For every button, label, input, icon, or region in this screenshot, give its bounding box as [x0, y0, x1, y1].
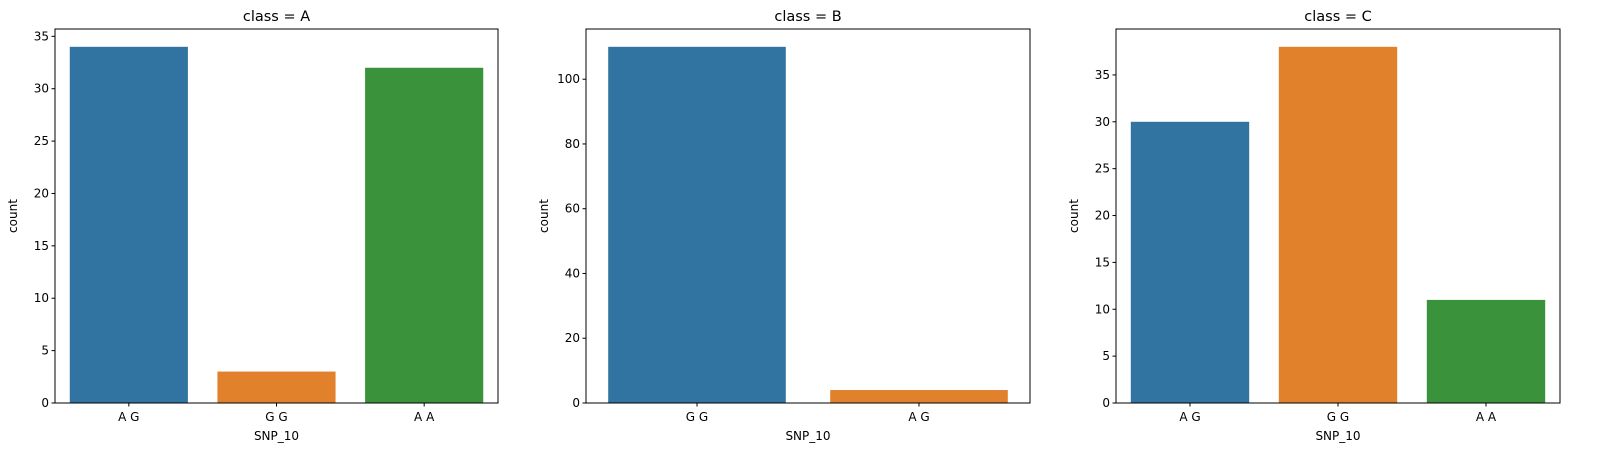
y-tick-label: 5	[41, 344, 49, 358]
y-tick-label: 15	[1095, 255, 1110, 269]
y-tick-label: 10	[1095, 302, 1110, 316]
y-tick-label: 20	[34, 186, 49, 200]
x-tick-label: G G	[686, 410, 708, 424]
axes-frame	[585, 28, 1031, 404]
y-tick-label: 30	[34, 82, 49, 96]
y-tick-label: 25	[34, 134, 49, 148]
subplot-class-b: 0 20 40 60 80 100 G G A G class = B SNP_10 count	[537, 9, 1031, 443]
y-axis-label: count	[6, 199, 20, 233]
bar-a-g	[69, 46, 188, 404]
bar-g-g	[217, 371, 336, 403]
y-tick-label: 5	[1102, 349, 1110, 363]
subplot-title: class = B	[774, 9, 841, 25]
y-tick-label: 35	[1095, 68, 1110, 82]
y-tick-label: 20	[565, 331, 580, 345]
y-tick-label: 25	[1095, 162, 1110, 176]
subplot-class-a: 0 5 10 15 20 25 30 35 A G G G A A class = A SNP_10 co…	[6, 9, 499, 443]
x-tick-label: A G	[1179, 410, 1200, 424]
y-tick-label: 60	[565, 202, 580, 216]
x-tick-label: A G	[908, 410, 929, 424]
x-tick-label: A A	[1476, 410, 1497, 424]
bar-g-g	[1278, 46, 1398, 404]
y-tick-label: 40	[565, 266, 580, 280]
bar-a-g	[1130, 121, 1250, 403]
y-axis-label: count	[537, 199, 551, 233]
x-tick-label: A A	[414, 410, 435, 424]
y-tick-label: 0	[41, 396, 49, 410]
x-tick-label: A G	[118, 410, 139, 424]
x-axis-label: SNP_10	[254, 429, 299, 443]
x-tick-label: G G	[265, 410, 287, 424]
x-tick-label: G G	[1327, 410, 1349, 424]
bar-a-a	[365, 67, 484, 403]
y-tick-label: 10	[34, 291, 49, 305]
x-axis-label: SNP_10	[1315, 429, 1360, 443]
subplot-class-c: 0 5 10 15 20 25 30 35 A G G G A A class = C SNP_10 co…	[1067, 9, 1561, 443]
y-axis-label: count	[1067, 199, 1081, 233]
subplot-title: class = C	[1304, 9, 1372, 25]
bar-a-g	[830, 390, 1008, 403]
bar-a-a	[1426, 299, 1546, 403]
y-tick-label: 80	[565, 137, 580, 151]
y-tick-label: 30	[1095, 115, 1110, 129]
y-tick-label: 20	[1095, 209, 1110, 223]
y-tick-label: 100	[557, 72, 580, 86]
bar-g-g	[608, 46, 786, 404]
y-tick-label: 15	[34, 239, 49, 253]
y-tick-label: 35	[34, 29, 49, 43]
y-tick-label: 0	[572, 396, 580, 410]
y-tick-label: 0	[1102, 396, 1110, 410]
subplot-title: class = A	[243, 9, 310, 25]
x-axis-label: SNP_10	[785, 429, 830, 443]
